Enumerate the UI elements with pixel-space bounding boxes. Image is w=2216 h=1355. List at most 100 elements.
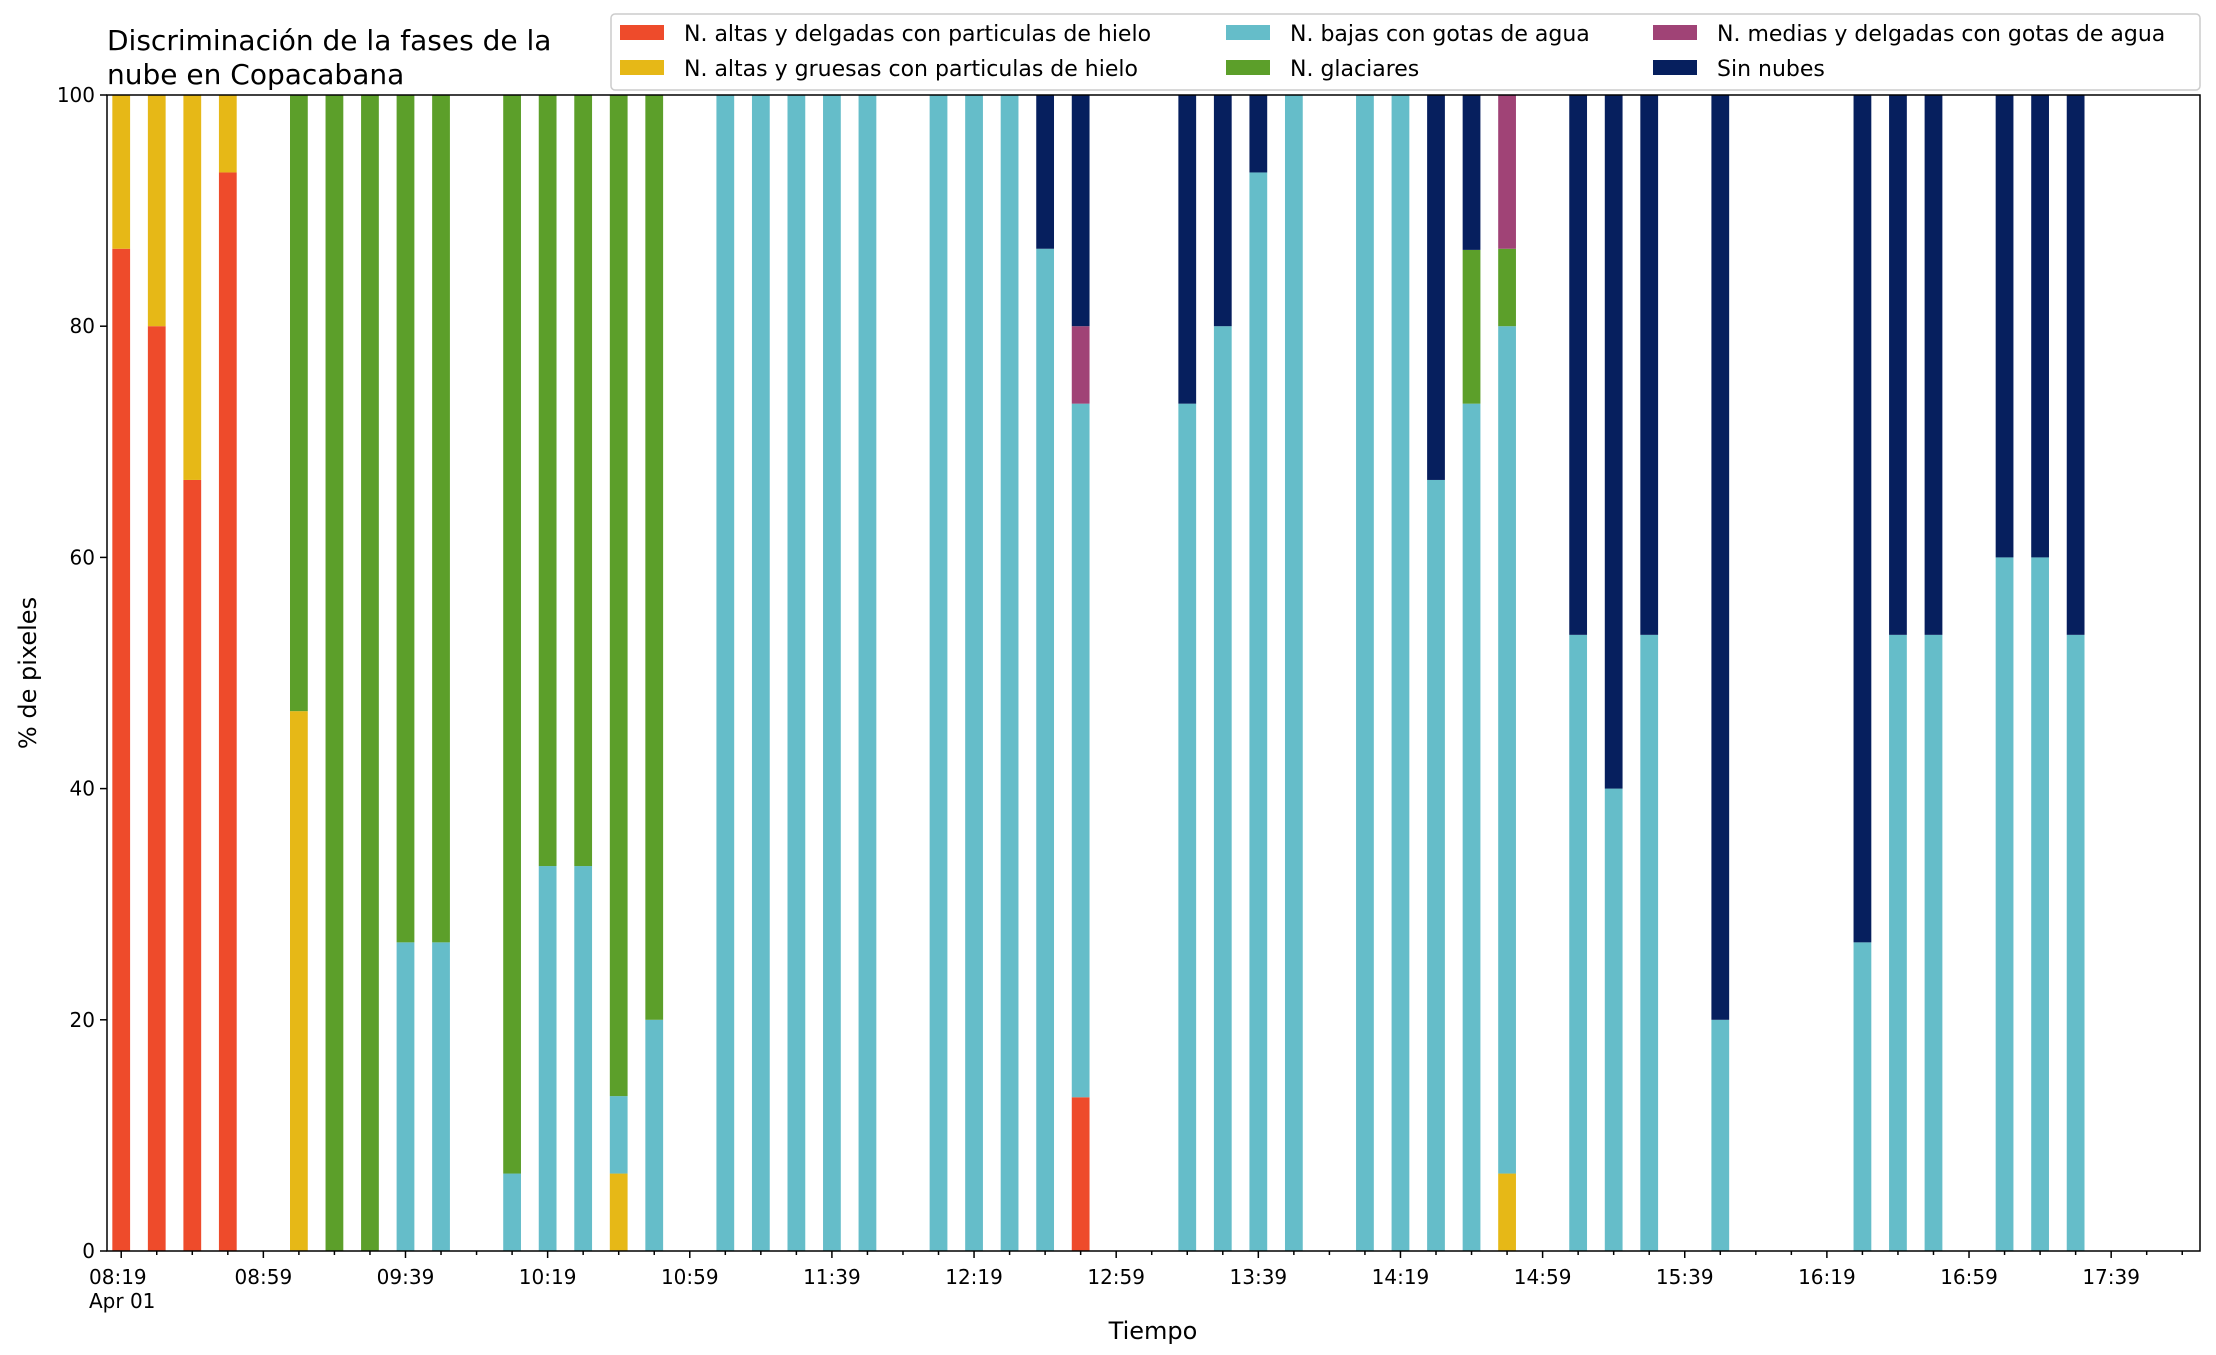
bar-segment-altas-gruesas-1039 [609, 1173, 628, 1251]
bar-segment-altas-gruesas-0909 [290, 711, 308, 1251]
bar-segment-bajas-agua-1029 [574, 866, 593, 1251]
bar-segment-sin-nubes-1329 [1213, 95, 1232, 327]
bar-segment-bajas-agua-1419 [1391, 95, 1410, 1251]
legend-swatch-sin-nubes [1653, 60, 1697, 75]
bar-segment-bajas-agua-1149 [858, 95, 877, 1251]
bar-segment-bajas-agua-1139 [823, 95, 841, 1251]
bar-segment-altas-delgadas-0829 [147, 326, 166, 1251]
x-tick-label: 09:39 [377, 1265, 435, 1289]
bar-segment-altas-gruesas-0829 [147, 95, 166, 327]
bar-segment-glaciares-1039 [609, 95, 628, 1097]
bar-segment-bajas-agua-1349 [1284, 95, 1303, 1251]
bar-segment-sin-nubes-1239 [1036, 95, 1055, 249]
bar-segment-glaciares-0929 [361, 95, 379, 1251]
bar-segment-sin-nubes-1729 [2066, 95, 2085, 635]
bar-segment-altas-gruesas-0839 [183, 95, 202, 480]
y-tick-label: 100 [57, 83, 95, 107]
bar-segment-altas-gruesas-1449 [1498, 1173, 1516, 1251]
bar-segment-bajas-agua-1509 [1569, 634, 1588, 1251]
x-tick-label: 12:19 [945, 1265, 1003, 1289]
legend-swatch-altas-delgadas [620, 25, 664, 40]
x-tick-label: 16:19 [1798, 1265, 1856, 1289]
x-tick-label: 11:39 [803, 1265, 861, 1289]
bar-segment-bajas-agua-1409 [1356, 95, 1374, 1251]
bar-segment-bajas-agua-1019 [538, 866, 557, 1251]
bar-segment-bajas-agua-1549 [1711, 1019, 1730, 1251]
bar-segment-bajas-agua-1209 [929, 95, 948, 1251]
y-tick-label: 40 [70, 777, 95, 801]
bar-segment-bajas-agua-1439 [1462, 403, 1481, 1251]
bar-segment-bajas-agua-1519 [1604, 788, 1623, 1251]
x-tick-label: 17:39 [2082, 1265, 2140, 1289]
bar-segment-sin-nubes-1439 [1462, 95, 1481, 250]
y-tick-label: 80 [70, 314, 95, 338]
bar-segment-sin-nubes-1639 [1889, 95, 1907, 635]
bar-segment-bajas-agua-1529 [1640, 634, 1659, 1251]
x-tick-label: 16:59 [1940, 1265, 1998, 1289]
x-tick-label: 10:19 [519, 1265, 577, 1289]
y-tick-label: 20 [70, 1008, 95, 1032]
bar-segment-glaciares-1439 [1462, 249, 1481, 404]
bar-segment-sin-nubes-1509 [1569, 95, 1588, 635]
bar-segment-glaciares-0939 [396, 95, 415, 943]
bar-segment-sin-nubes-1629 [1853, 95, 1872, 943]
bar-segment-altas-delgadas-0819 [112, 248, 131, 1251]
chart-title-line-2: nube en Copacabana [107, 58, 404, 91]
x-tick-label: 08:19 [89, 1265, 147, 1289]
bar-segment-sin-nubes-1649 [1924, 95, 1943, 635]
legend-swatch-bajas-agua [1226, 25, 1270, 40]
legend-label-bajas-agua: N. bajas con gotas de agua [1290, 22, 1590, 47]
legend-label-sin-nubes: Sin nubes [1717, 57, 1825, 82]
legend-label-altas-gruesas: N. altas y gruesas con particulas de hie… [684, 57, 1138, 82]
bar-segment-glaciares-0909 [290, 95, 308, 712]
x-tick-label: 15:39 [1656, 1265, 1714, 1289]
bar-segment-altas-delgadas-0839 [183, 479, 202, 1251]
bar-segment-bajas-agua-1639 [1889, 634, 1907, 1251]
x-tick-label: 14:59 [1514, 1265, 1572, 1289]
bar-segment-bajas-agua-0939 [396, 942, 415, 1251]
x-axis: 08:19 08:59 09:39 10:19 10:59 11:39 12:19 12:59… [89, 1251, 2183, 1289]
bar-segment-glaciares-0949 [432, 95, 450, 943]
bar-segment-glaciares-1019 [538, 95, 557, 867]
bar-segment-glaciares-1029 [574, 95, 593, 867]
bar-segment-medias-delgadas-1449 [1498, 95, 1516, 249]
bar-segment-bajas-agua-1009 [503, 1173, 521, 1251]
legend-swatch-altas-gruesas [620, 60, 664, 75]
bar-segment-bajas-agua-1329 [1213, 326, 1232, 1251]
legend-swatch-medias-delgadas [1653, 25, 1697, 40]
chart-title-line-1: Discriminación de la fases de la [107, 24, 551, 57]
bar-segment-sin-nubes-1549 [1711, 95, 1730, 1020]
bar-segment-bajas-agua-1119 [751, 95, 770, 1251]
bar-segment-bajas-agua-1049 [645, 1019, 664, 1251]
x-tick-label: 13:39 [1230, 1265, 1288, 1289]
legend-label-medias-delgadas: N. medias y delgadas con gotas de agua [1717, 22, 2165, 47]
bar-segment-altas-gruesas-0849 [218, 95, 237, 173]
x-tick-label: 12:59 [1087, 1265, 1145, 1289]
bar-segment-bajas-agua-1319 [1178, 403, 1197, 1251]
bar-segment-altas-gruesas-0819 [112, 95, 131, 249]
bar-segment-bajas-agua-1109 [716, 95, 735, 1251]
plot-frame [106, 94, 2201, 1252]
bar-segment-bajas-agua-0949 [432, 942, 450, 1251]
bar-segment-altas-delgadas-0849 [218, 172, 237, 1252]
bar-segment-medias-delgadas-1249 [1071, 326, 1090, 404]
legend-label-altas-delgadas: N. altas y delgadas con particulas de hi… [684, 22, 1151, 47]
bar-segment-bajas-agua-1719 [2031, 557, 2049, 1251]
bar-segment-bajas-agua-1219 [965, 95, 983, 1251]
y-axis: 0 20 40 60 80 100 [57, 83, 107, 1263]
bar-segment-bajas-agua-1449 [1498, 326, 1516, 1174]
y-axis-label: % de pixeles [14, 597, 42, 749]
bar-segment-sin-nubes-1709 [1995, 95, 2014, 558]
bar-segment-sin-nubes-1339 [1249, 95, 1268, 173]
bar-segment-sin-nubes-1429 [1427, 95, 1445, 480]
legend-label-glaciares: N. glaciares [1290, 57, 1419, 82]
bar-segment-bajas-agua-1729 [2066, 634, 2085, 1251]
bar-segment-bajas-agua-1629 [1853, 942, 1872, 1251]
bar-segment-bajas-agua-1239 [1036, 248, 1055, 1251]
bar-segment-bajas-agua-1339 [1249, 172, 1268, 1252]
bar-segment-bajas-agua-1129 [787, 95, 806, 1251]
bar-segment-glaciares-1049 [645, 95, 664, 1020]
bar-segment-glaciares-1449 [1498, 248, 1516, 327]
bar-segment-sin-nubes-1249 [1071, 95, 1090, 327]
legend: N. altas y delgadas con particulas de hi… [610, 13, 2201, 91]
